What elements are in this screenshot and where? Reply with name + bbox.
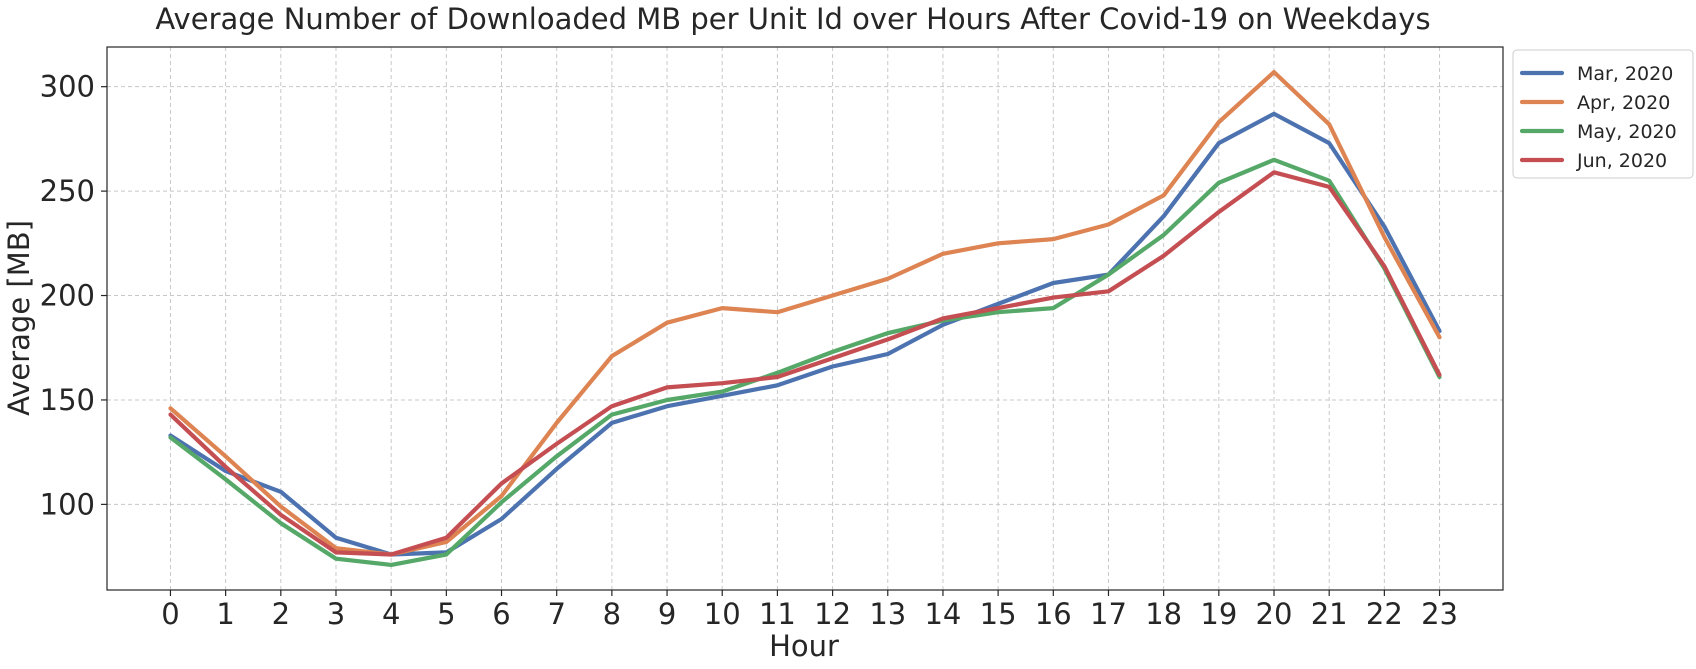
x-tick-label: 13 [869,597,906,631]
x-tick-label: 6 [492,597,510,631]
grid [107,47,1503,590]
x-tick-label: 15 [980,597,1017,631]
x-tick-label: 7 [547,597,565,631]
series-line-mar-2020 [168,111,1442,557]
y-tick-label: 200 [40,279,95,313]
series-line-apr-2020 [168,69,1442,557]
legend-box [1512,49,1694,179]
x-tick-label: 16 [1035,597,1072,631]
x-tick-label: 2 [272,597,290,631]
x-tick-label: 17 [1090,597,1127,631]
x-tick-label: 14 [924,597,961,631]
y-axis-label: Average [MB] [2,220,36,416]
x-tick-label: 3 [327,597,345,631]
legend: Mar, 2020 Apr, 2020 May, 2020 Jun, 2020 [1512,49,1694,179]
x-tick-label: 8 [603,597,621,631]
x-tick-label: 4 [382,597,400,631]
legend-label: Apr, 2020 [1577,92,1670,114]
x-tick-label: 23 [1421,597,1458,631]
x-tick-label: 20 [1256,597,1293,631]
x-tick-label: 18 [1145,597,1182,631]
y-axis-ticks: 100 150 200 250 300 [40,70,107,521]
x-tick-label: 21 [1311,597,1348,631]
y-tick-label: 150 [40,383,95,417]
x-tick-label: 1 [216,597,234,631]
series-line-jun-2020 [168,170,1442,557]
y-tick-label: 100 [40,487,95,521]
legend-label: May, 2020 [1577,121,1677,143]
x-tick-label: 10 [704,597,741,631]
legend-label: Jun, 2020 [1576,150,1667,172]
chart-title: Average Number of Downloaded MB per Unit… [155,2,1430,36]
plot-frame [106,46,1504,591]
series-line-may-2020 [168,157,1442,568]
y-tick-label: 300 [40,70,95,104]
x-tick-label: 22 [1366,597,1403,631]
x-axis-label: Hour [769,629,839,663]
legend-label: Mar, 2020 [1577,63,1673,85]
x-tick-label: 19 [1200,597,1237,631]
x-tick-label: 11 [759,597,796,631]
x-tick-label: 0 [161,597,179,631]
y-tick-label: 250 [40,174,95,208]
series-lines [168,69,1442,568]
x-tick-label: 12 [814,597,851,631]
x-tick-label: 9 [658,597,676,631]
x-tick-label: 5 [437,597,455,631]
x-axis-ticks: 0 1 2 3 4 5 6 7 8 9 10 11 12 13 14 15 16 17 18 19 20 21 22 23 [161,590,1458,631]
